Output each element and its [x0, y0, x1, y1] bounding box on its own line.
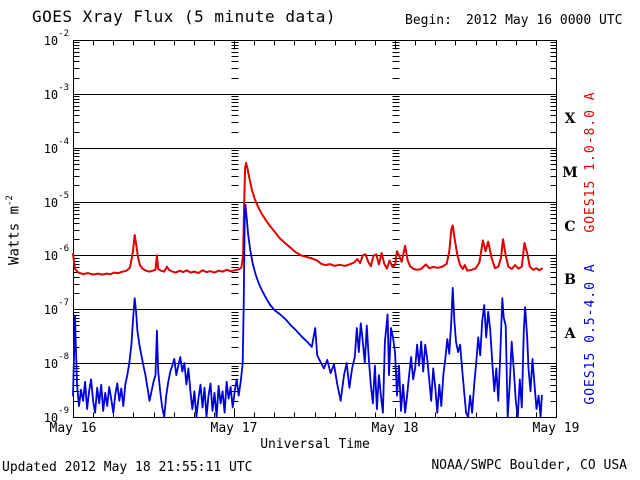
short-series-line	[72, 203, 543, 418]
x-axis-title: Universal Time	[260, 437, 370, 452]
begin-value: 2012 May 16 0000 UTC	[465, 13, 623, 28]
y-tick-label: 10-3	[43, 82, 69, 102]
x-tick-label-may18: May 18	[371, 421, 419, 436]
y-tick-label: 10-5	[43, 190, 69, 210]
y-tick-label: 10-2	[43, 29, 69, 48]
page-title: GOES Xray Flux (5 minute data)	[32, 7, 336, 26]
y-axis-title: Watts m-2	[5, 195, 23, 265]
flare-class-b: B	[564, 272, 576, 289]
y-tick-label: 10-7	[43, 298, 69, 318]
updated-timestamp: Updated 2012 May 18 21:55:11 UTC	[2, 460, 253, 475]
series-label-long-wavelength: GOES15 1.0-8.0 A	[583, 91, 598, 233]
x-tick-label-may16: May 16	[49, 421, 97, 436]
series-label-short-wavelength: GOES15 0.5-4.0 A	[583, 263, 598, 405]
y-tick-label: 10-4	[43, 136, 69, 156]
flare-class-m: M	[562, 164, 578, 181]
begin-label: Begin:	[405, 13, 452, 28]
y-tick-label: 10-9	[43, 406, 69, 425]
y-tick-label: 10-6	[43, 244, 69, 264]
flare-class-a: A	[564, 326, 576, 343]
x-tick-label-may19: May 19	[532, 421, 580, 436]
long-series-line	[72, 162, 543, 276]
flare-class-c: C	[564, 218, 576, 235]
x-tick-label-may17: May 17	[210, 421, 258, 436]
y-tick-label: 10-8	[43, 352, 69, 372]
credit-text: NOAA/SWPC Boulder, CO USA	[431, 458, 627, 473]
flare-class-x: X	[564, 110, 576, 127]
begin-timestamp: Begin: 2012 May 16 0000 UTC	[405, 13, 623, 28]
